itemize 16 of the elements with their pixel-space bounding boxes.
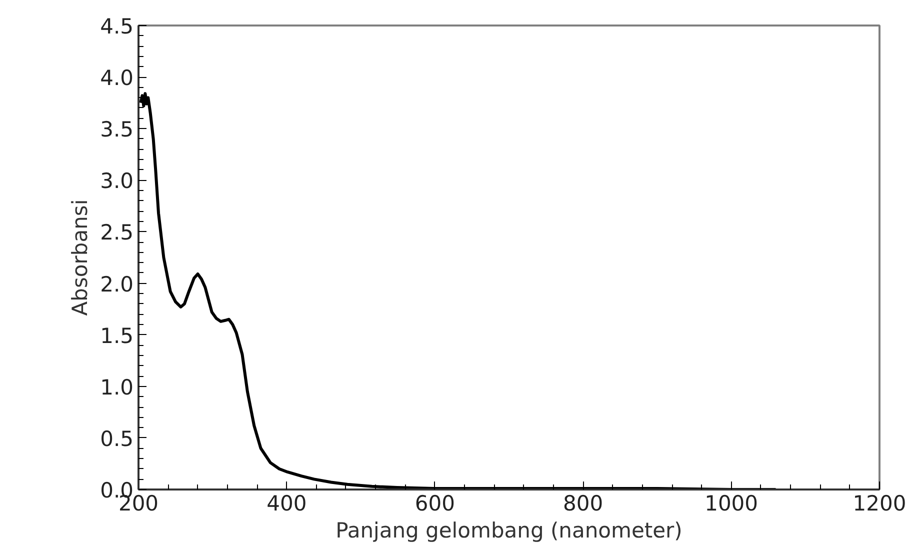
y-tick-label: 1.5: [100, 324, 134, 348]
x-tick-label: 1000: [704, 492, 758, 516]
x-axis-title: Panjang gelombang (nanometer): [336, 518, 682, 542]
y-tick-label: 1.0: [100, 375, 134, 400]
x-tick-label: 600: [414, 492, 455, 516]
y-tick-label: 3.5: [100, 118, 134, 142]
y-tick-label: 0.5: [100, 426, 134, 451]
x-tick-label: 1200: [852, 492, 906, 516]
y-tick-label: 3.0: [100, 169, 134, 194]
y-tick-label: 4.5: [100, 14, 134, 38]
y-tick-label: 4.0: [100, 66, 134, 90]
y-axis-title: Absorbansi: [68, 199, 92, 316]
y-tick-label: 2.5: [100, 220, 134, 245]
x-tick-label: 800: [563, 492, 604, 516]
y-tick-label: 2.0: [100, 272, 134, 296]
x-tick-label: 400: [266, 492, 307, 516]
